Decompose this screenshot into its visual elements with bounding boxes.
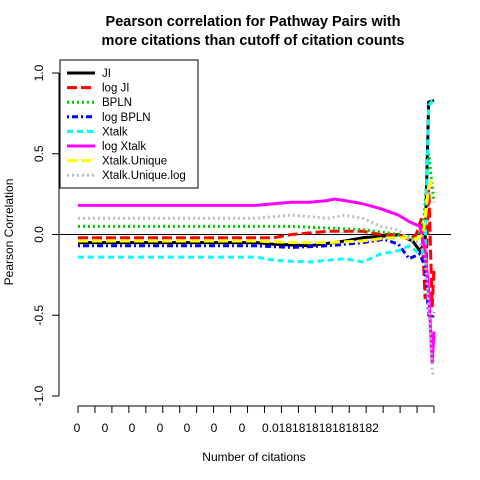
y-tick-label: 0.0	[32, 226, 46, 243]
x-tick-label: 0	[157, 421, 164, 435]
chart-title-line-1: Pearson correlation for Pathway Pairs wi…	[106, 14, 401, 30]
legend-label: Xtalk	[102, 126, 128, 138]
legend-label: log Xtalk	[102, 141, 146, 153]
x-tick-label: 0	[74, 421, 81, 435]
y-tick-label: -0.5	[32, 305, 46, 326]
y-tick-label: 0.5	[32, 145, 46, 162]
series-line-4	[78, 237, 436, 322]
legend-label: log BPLN	[102, 112, 151, 124]
series-layer	[78, 97, 436, 378]
legend-label: log JI	[102, 83, 130, 95]
axis-layer: 1.0 0.5 0.0 -0.5 -1.0 0 0 0 0 0 0 0 0.01818181818181…	[32, 64, 435, 435]
legend-box	[59, 59, 199, 189]
legend-label: BPLN	[102, 97, 132, 109]
y-tick-label: 1.0	[32, 64, 46, 81]
legend-label: Xtalk.Unique	[102, 156, 167, 168]
chart-title-line-2: more citations than cutoff of citation c…	[102, 33, 405, 49]
legend: JI log JI BPLN log BPLN Xtalk log Xtalk Xtalk.…	[59, 59, 199, 189]
x-tick-label: 0.0181818181818182	[262, 421, 379, 435]
legend-label: Xtalk.Unique.log	[102, 170, 186, 182]
y-tick-label: -1.0	[32, 385, 46, 406]
series-line-6	[78, 197, 436, 364]
x-axis-label: Number of citations	[202, 450, 305, 464]
x-tick-label: 0	[102, 421, 109, 435]
x-tick-label: 0	[211, 421, 218, 435]
series-line-7	[78, 177, 436, 245]
y-axis-label: Pearson Correlation	[2, 179, 16, 286]
x-tick-label: 0	[184, 421, 191, 435]
legend-label: JI	[102, 68, 111, 80]
series-line-8	[78, 213, 436, 378]
x-tick-label: 0	[129, 421, 136, 435]
x-tick-label: 0	[239, 421, 246, 435]
